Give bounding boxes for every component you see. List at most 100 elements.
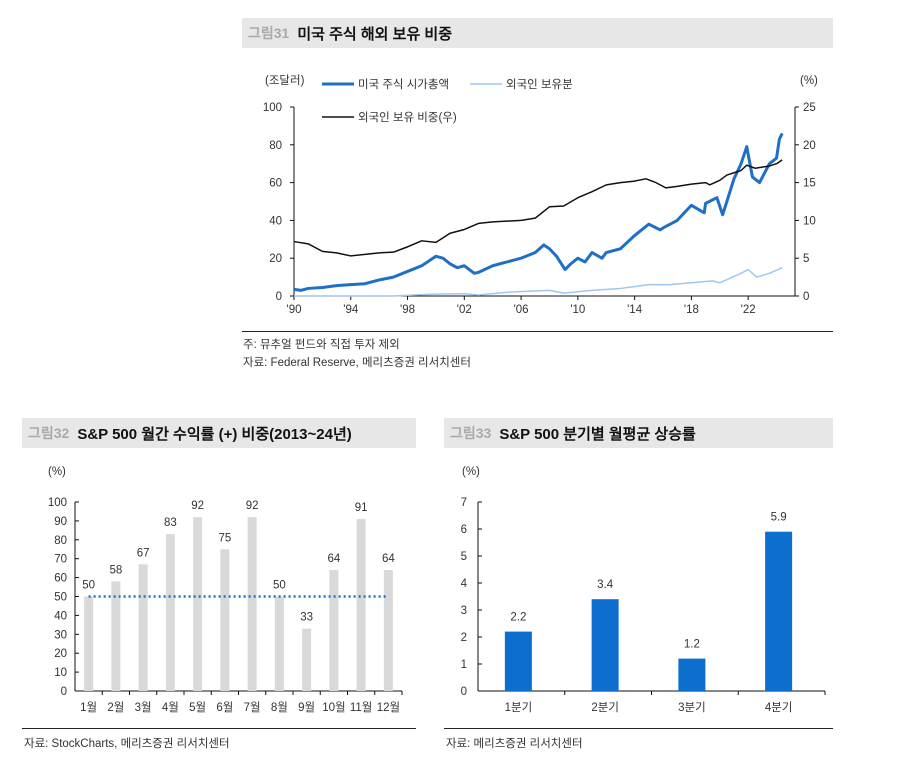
x-tick-label: 5월 xyxy=(189,701,206,714)
chart1-note: 주: 뮤추얼 펀드와 직접 투자 제외 xyxy=(243,339,400,351)
y-tick-label: 1 xyxy=(461,659,467,671)
bar xyxy=(138,564,148,691)
bar xyxy=(111,581,121,691)
x-tick-label: '14 xyxy=(627,304,643,316)
x-tick-label: 4분기 xyxy=(765,701,793,714)
x-tick-label: 3월 xyxy=(135,701,152,714)
bar xyxy=(274,596,284,691)
y-tick-label: 20 xyxy=(269,253,282,265)
figure33-header: 그림33 S&P 500 분기별 월평균 상승률 xyxy=(444,418,833,448)
y-tick-label: 90 xyxy=(54,516,67,528)
x-tick-label: '94 xyxy=(343,304,359,316)
figure-title: S&P 500 월간 수익률 (+) 비중(2013~24년) xyxy=(77,425,352,443)
divider xyxy=(22,728,416,729)
y-tick-label: 3 xyxy=(461,605,467,617)
bar xyxy=(84,596,94,691)
y-tick-label: 80 xyxy=(269,140,282,152)
y-tick-label: 6 xyxy=(461,524,467,536)
x-tick-label: 8월 xyxy=(271,701,288,714)
x-tick-label: '22 xyxy=(741,304,756,316)
bar-value-label: 1.2 xyxy=(684,639,700,651)
y-tick-label: 40 xyxy=(269,215,282,227)
y-tick-label: 7 xyxy=(461,497,467,509)
figure-number: 그림32 xyxy=(28,425,70,441)
bar xyxy=(302,628,312,691)
x-tick-label: 7월 xyxy=(244,701,261,714)
bar-value-label: 33 xyxy=(300,612,313,624)
x-tick-label: 9월 xyxy=(298,701,315,714)
y-tick-label: 100 xyxy=(48,497,67,509)
divider xyxy=(444,728,833,729)
y-tick-label: 70 xyxy=(54,554,67,566)
bar-value-label: 83 xyxy=(164,517,177,529)
bar-value-label: 2.2 xyxy=(510,612,526,624)
figure-title: S&P 500 분기별 월평균 상승률 xyxy=(499,425,696,443)
y-tick-label: 4 xyxy=(461,578,468,590)
bar xyxy=(165,534,175,691)
y-tick-label: 0 xyxy=(276,291,282,303)
chart2-source: 자료: StockCharts, 메리츠증권 리서치센터 xyxy=(24,738,230,750)
y-tick-label: 10 xyxy=(54,667,67,679)
y-tick-label: 5 xyxy=(461,551,467,563)
divider xyxy=(242,331,833,332)
bar xyxy=(329,570,339,691)
bar xyxy=(356,519,366,691)
x-tick-label: 2월 xyxy=(107,701,124,714)
x-tick-label: 3분기 xyxy=(678,701,706,714)
y-tick-label: 0 xyxy=(61,686,67,698)
y-tick-label: 2 xyxy=(461,632,467,644)
y2-tick-label: 20 xyxy=(803,140,816,152)
bar-value-label: 75 xyxy=(218,532,231,544)
bar xyxy=(247,517,257,691)
left-axis-unit: (조달러) xyxy=(265,73,305,87)
line-series-2 xyxy=(293,159,783,257)
bar-value-label: 64 xyxy=(382,553,395,565)
figure-number: 그림33 xyxy=(450,425,492,441)
x-tick-label: 4월 xyxy=(162,701,179,714)
bar xyxy=(193,517,203,691)
y-tick-label: 60 xyxy=(54,573,67,585)
y-tick-label: 0 xyxy=(461,686,467,698)
bar-value-label: 5.9 xyxy=(771,512,787,524)
x-tick-label: 1분기 xyxy=(505,701,533,714)
y-axis-unit: (%) xyxy=(462,466,480,478)
bar-value-label: 67 xyxy=(137,547,150,559)
bar xyxy=(678,658,706,691)
y2-tick-label: 0 xyxy=(803,291,809,303)
figure-title: 미국 주식 해외 보유 비중 xyxy=(297,25,453,43)
chart3-source: 자료: 메리츠증권 리서치센터 xyxy=(446,738,583,750)
bar-value-label: 91 xyxy=(355,502,368,514)
x-tick-label: '02 xyxy=(457,304,472,316)
y2-tick-label: 15 xyxy=(803,178,816,190)
x-tick-label: 12월 xyxy=(377,701,400,714)
x-tick-label: 10월 xyxy=(322,701,345,714)
y-tick-label: 60 xyxy=(269,178,282,190)
x-tick-label: '98 xyxy=(400,304,415,316)
bar-value-label: 58 xyxy=(109,564,122,576)
x-tick-label: 1월 xyxy=(80,701,97,714)
y-tick-label: 40 xyxy=(54,610,67,622)
right-axis-unit: (%) xyxy=(800,75,818,87)
figure31-header: 그림31 미국 주식 해외 보유 비중 xyxy=(242,18,833,48)
y2-tick-label: 25 xyxy=(803,102,816,114)
bar-value-label: 92 xyxy=(246,500,259,512)
y2-tick-label: 10 xyxy=(803,215,816,227)
x-tick-label: '18 xyxy=(684,304,699,316)
legend-label: 외국인 보유 비중(우) xyxy=(358,111,457,124)
figure32-header: 그림32 S&P 500 월간 수익률 (+) 비중(2013~24년) xyxy=(22,418,416,448)
figure-number: 그림31 xyxy=(248,25,290,41)
x-tick-label: '06 xyxy=(514,304,529,316)
x-tick-label: '90 xyxy=(287,304,302,316)
y-tick-label: 20 xyxy=(54,648,67,660)
bar-value-label: 3.4 xyxy=(597,579,614,591)
legend-label: 외국인 보유분 xyxy=(506,78,573,91)
x-tick-label: 6월 xyxy=(216,701,233,714)
line-series-1 xyxy=(294,266,783,297)
bar xyxy=(504,631,532,691)
bar-value-label: 50 xyxy=(273,580,286,592)
y-axis-unit: (%) xyxy=(48,466,66,478)
y-tick-label: 30 xyxy=(54,629,67,641)
y-tick-label: 80 xyxy=(54,535,67,547)
x-tick-label: 11월 xyxy=(350,701,373,714)
legend-label: 미국 주식 시가총액 xyxy=(358,78,449,91)
